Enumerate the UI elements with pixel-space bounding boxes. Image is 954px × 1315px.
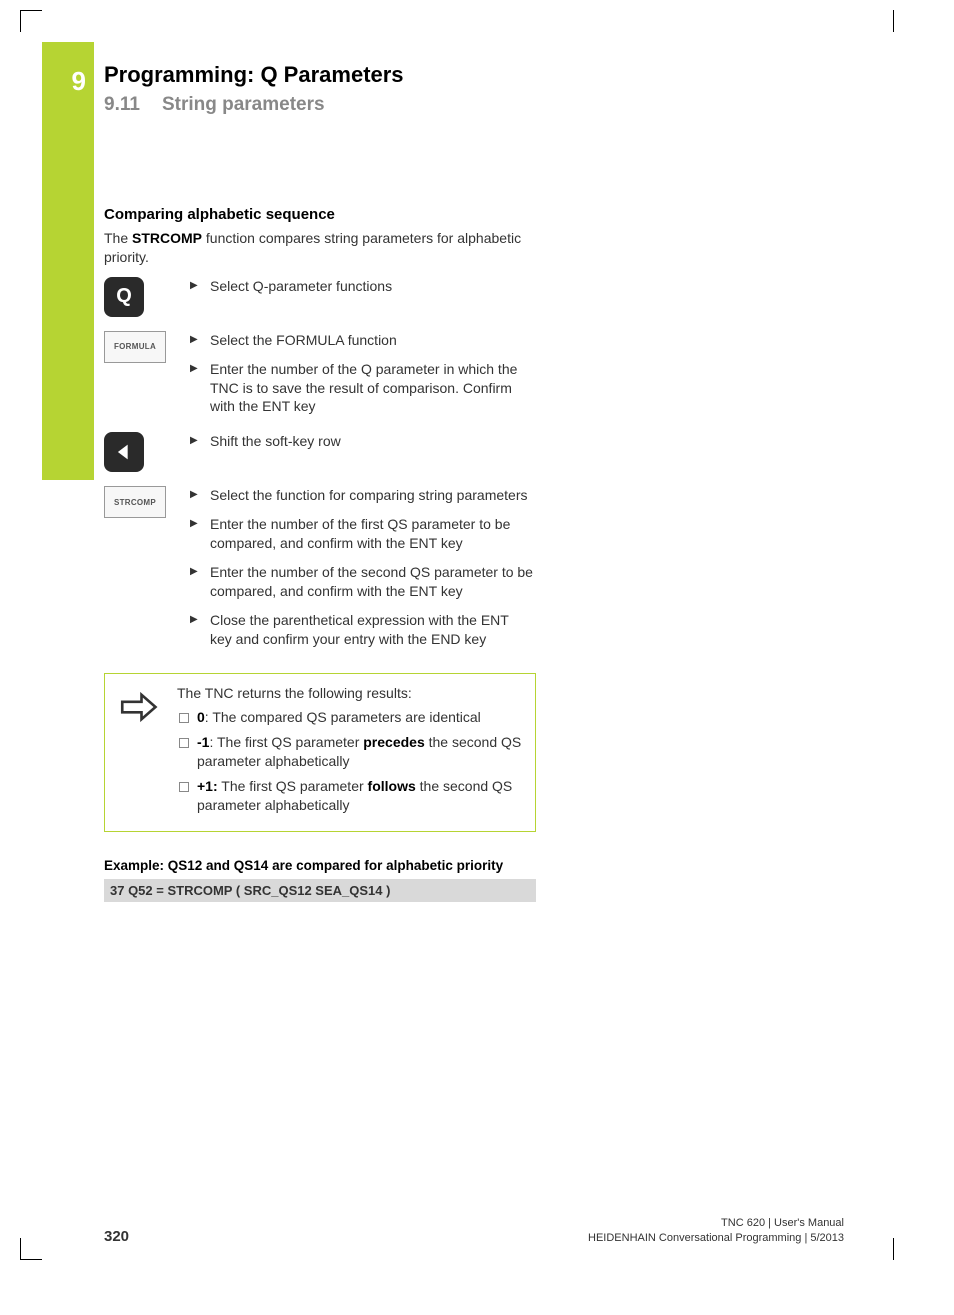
note-item: -1: The first QS parameter precedes the … xyxy=(177,733,523,771)
step-item: Shift the soft-key row xyxy=(188,432,534,451)
note-item: 0: The compared QS parameters are identi… xyxy=(177,708,523,727)
step-row: FORMULA Select the FORMULA function Ente… xyxy=(104,331,534,427)
footer-text: TNC 620 | User's Manual HEIDENHAIN Conve… xyxy=(588,1216,844,1245)
section-title: String parameters xyxy=(162,94,325,115)
body: Comparing alphabetic sequence The STRCOM… xyxy=(104,206,534,902)
q-key-icon: Q xyxy=(104,277,144,317)
crop-mark xyxy=(893,10,894,32)
subsection-heading: Comparing alphabetic sequence xyxy=(104,206,534,223)
note-box: The TNC returns the following results: 0… xyxy=(104,673,536,832)
step-item: Select the FORMULA function xyxy=(188,331,534,350)
crop-mark xyxy=(20,10,42,32)
step-item: Close the parenthetical expression with … xyxy=(188,611,534,649)
step-item: Select the function for comparing string… xyxy=(188,486,534,505)
chapter-title: Programming: Q Parameters xyxy=(104,62,874,88)
note-item: +1: The first QS parameter follows the s… xyxy=(177,777,523,815)
crop-mark xyxy=(20,1238,42,1260)
footer-line: TNC 620 | User's Manual xyxy=(588,1216,844,1230)
crop-mark xyxy=(893,1238,894,1260)
strcomp-softkey-icon: STRCOMP xyxy=(104,486,166,518)
shift-key-icon xyxy=(104,432,144,472)
steps-block: Q Select Q-parameter functions FORMULA S… xyxy=(104,277,534,659)
arrow-right-icon xyxy=(117,684,177,821)
chapter-number: 9 xyxy=(42,42,94,97)
footer-line: HEIDENHAIN Conversational Programming | … xyxy=(588,1231,844,1245)
example-heading: Example: QS12 and QS14 are compared for … xyxy=(104,858,534,873)
note-lead: The TNC returns the following results: xyxy=(177,684,523,703)
step-item: Select Q-parameter functions xyxy=(188,277,534,296)
code-line: 37 Q52 = STRCOMP ( SRC_QS12 SEA_QS14 ) xyxy=(104,879,536,902)
icon-column xyxy=(104,432,188,480)
note-body: The TNC returns the following results: 0… xyxy=(177,684,523,821)
step-row: Q Select Q-parameter functions xyxy=(104,277,534,325)
icon-column: Q xyxy=(104,277,188,325)
step-row: Shift the soft-key row xyxy=(104,432,534,480)
page-footer: 320 TNC 620 | User's Manual HEIDENHAIN C… xyxy=(104,1216,844,1245)
chapter-tab: 9 xyxy=(42,42,94,480)
page-number: 320 xyxy=(104,1228,129,1245)
page-content: Programming: Q Parameters 9.11 String par… xyxy=(104,62,874,902)
text: The xyxy=(104,230,132,246)
function-name: STRCOMP xyxy=(132,230,202,246)
formula-softkey-icon: FORMULA xyxy=(104,331,166,363)
step-item: Enter the number of the second QS parame… xyxy=(188,563,534,601)
icon-column: FORMULA xyxy=(104,331,188,427)
step-row: STRCOMP Select the function for comparin… xyxy=(104,486,534,658)
step-item: Enter the number of the Q parameter in w… xyxy=(188,360,534,417)
step-item: Enter the number of the first QS paramet… xyxy=(188,515,534,553)
icon-column: STRCOMP xyxy=(104,486,188,658)
intro-paragraph: The STRCOMP function compares string par… xyxy=(104,229,534,267)
section-heading: 9.11 String parameters xyxy=(104,94,874,116)
section-number: 9.11 xyxy=(104,94,140,115)
